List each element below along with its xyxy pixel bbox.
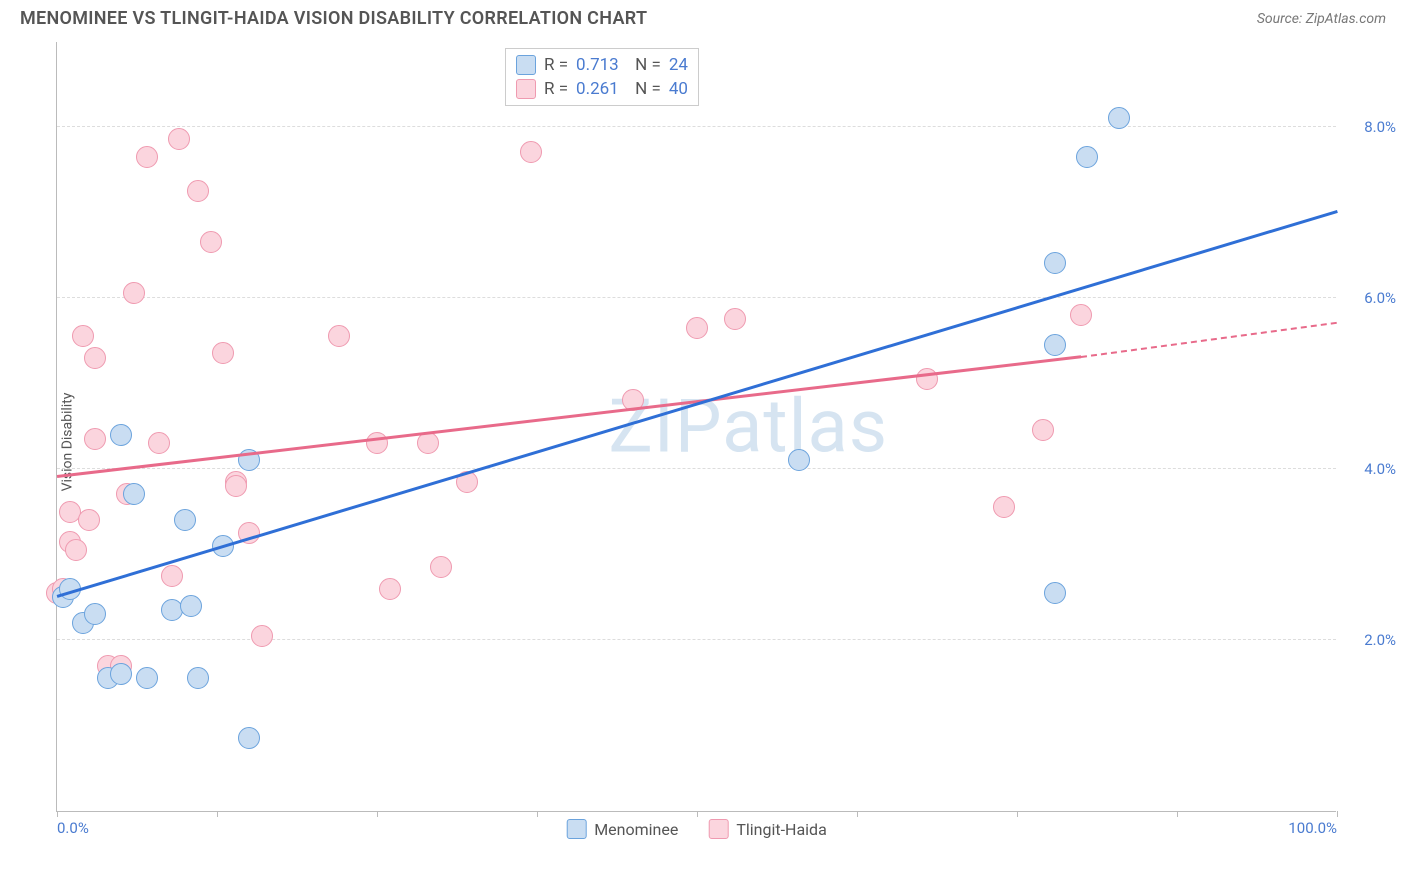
data-point [84,347,106,369]
gridline [57,639,1336,640]
legend-n-label: N = [627,55,661,75]
data-point [161,565,183,587]
data-point [187,667,209,689]
plot-area: 2.0%4.0%6.0%8.0%0.0%100.0%ZIPatlasR = 0.… [56,42,1336,812]
legend-item: Tlingit-Haida [708,819,826,839]
data-point [225,475,247,497]
legend-swatch [516,79,536,99]
data-point [148,432,170,454]
legend-r-value: 0.261 [576,79,619,99]
data-point [1108,107,1130,129]
gridline [57,126,1336,127]
data-point [520,141,542,163]
data-point [174,509,196,531]
y-tick-label: 8.0% [1364,118,1396,136]
data-point [993,496,1015,518]
chart-container: Vision Disability 2.0%4.0%6.0%8.0%0.0%10… [48,42,1388,842]
x-tick [377,811,378,817]
legend-swatch [516,55,536,75]
data-point [417,432,439,454]
legend-r-label: R = [544,55,568,75]
data-point [168,128,190,150]
data-point [212,342,234,364]
y-tick-label: 6.0% [1364,289,1396,307]
x-tick [1337,811,1338,817]
x-tick [217,811,218,817]
data-point [1044,582,1066,604]
data-point [180,595,202,617]
data-point [328,325,350,347]
x-tick [857,811,858,817]
source-label: Source: ZipAtlas.com [1257,11,1386,27]
data-point [1076,146,1098,168]
data-point [123,282,145,304]
data-point [65,539,87,561]
x-tick [1017,811,1018,817]
data-point [788,449,810,471]
trendline [57,355,1081,477]
legend-r-label: R = [544,79,568,99]
data-point [1044,334,1066,356]
legend-swatch [708,819,728,839]
trendline-dashed [1081,321,1337,357]
data-point [110,663,132,685]
trendline [57,210,1338,597]
legend-row: R = 0.261 N = 40 [516,77,688,101]
data-point [123,483,145,505]
legend-swatch [566,819,586,839]
x-tick [697,811,698,817]
data-point [1044,252,1066,274]
data-point [430,556,452,578]
legend-label: Tlingit-Haida [736,820,826,839]
data-point [187,180,209,202]
data-point [366,432,388,454]
data-point [136,146,158,168]
data-point [200,231,222,253]
legend-label: Menominee [594,820,678,839]
x-tick [537,811,538,817]
y-tick-label: 4.0% [1364,460,1396,478]
data-point [136,667,158,689]
x-tick [1177,811,1178,817]
data-point [110,424,132,446]
data-point [1070,304,1092,326]
data-point [72,325,94,347]
data-point [251,625,273,647]
data-point [84,603,106,625]
x-tick [57,811,58,817]
y-tick-label: 2.0% [1364,631,1396,649]
data-point [1032,419,1054,441]
legend-item: Menominee [566,819,678,839]
series-legend: Menominee Tlingit-Haida [566,819,827,839]
gridline [57,297,1336,298]
data-point [238,727,260,749]
data-point [686,317,708,339]
legend-n-label: N = [627,79,661,99]
x-tick-label: 100.0% [1288,819,1337,837]
legend-n-value: 40 [669,79,688,99]
legend-r-value: 0.713 [576,55,619,75]
correlation-legend: R = 0.713 N = 24R = 0.261 N = 40 [505,48,699,106]
data-point [724,308,746,330]
x-tick-label: 0.0% [57,819,89,837]
chart-title: MENOMINEE VS TLINGIT-HAIDA VISION DISABI… [20,8,647,29]
data-point [379,578,401,600]
data-point [78,509,100,531]
data-point [84,428,106,450]
legend-n-value: 24 [669,55,688,75]
legend-row: R = 0.713 N = 24 [516,53,688,77]
